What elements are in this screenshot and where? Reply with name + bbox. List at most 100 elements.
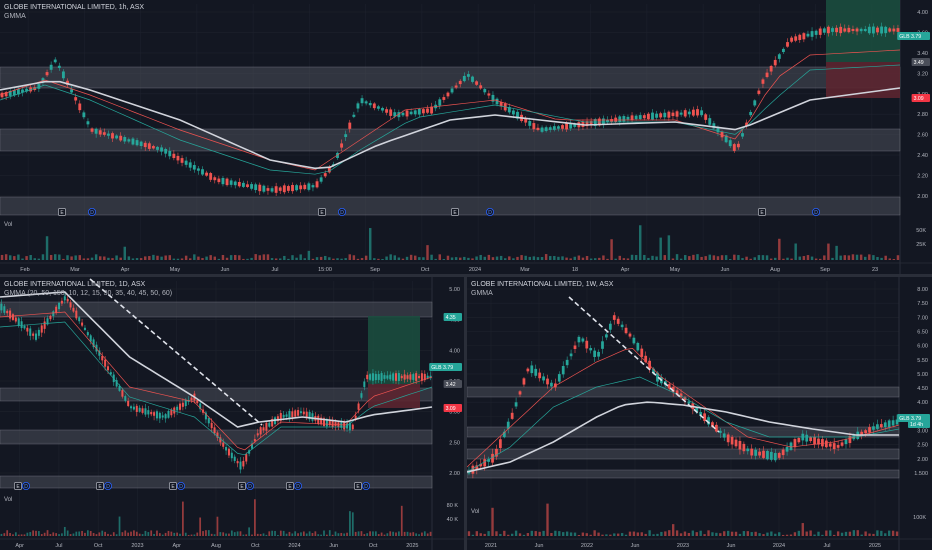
candle	[561, 125, 564, 129]
volume-label[interactable]: Vol	[4, 497, 12, 503]
volume-bar	[225, 533, 227, 536]
earnings-event-marker[interactable]	[169, 482, 177, 490]
candle	[879, 424, 883, 428]
candle	[320, 417, 323, 425]
dividend-event-marker[interactable]	[361, 481, 370, 490]
volume-label[interactable]: Vol	[471, 509, 479, 515]
time-axis-tick: Feb	[20, 267, 29, 273]
candle	[884, 26, 888, 34]
price-axis-tick: 2.50	[917, 443, 928, 449]
support-resistance-zone[interactable]	[467, 469, 900, 479]
chart-panel-weekly[interactable]: 8.007.507.006.506.005.505.004.504.003.50…	[467, 277, 932, 550]
price-badge-stop[interactable]	[443, 404, 462, 412]
volume-bar	[655, 256, 658, 260]
price-badge-ticker[interactable]	[897, 32, 930, 40]
indicator-label[interactable]: GMMA	[4, 13, 26, 20]
chart-panel-hourly[interactable]: 4.003.603.403.203.002.802.602.402.202.00…	[0, 0, 932, 274]
volume-bar	[357, 531, 360, 536]
candle	[143, 142, 147, 148]
volume-bar	[647, 257, 650, 260]
earnings-event-marker[interactable]	[238, 482, 246, 490]
support-resistance-zone[interactable]	[0, 196, 901, 216]
indicator-label[interactable]: GMMA	[471, 290, 493, 297]
indicator-label[interactable]: GMMA (20, 50, 150, 10, 12, 15, 30, 35, 4…	[4, 290, 173, 297]
candle	[679, 393, 683, 398]
candle	[675, 111, 679, 117]
candle	[753, 100, 757, 106]
volume-bar	[438, 254, 441, 260]
dashed-trendline[interactable]	[89, 278, 263, 426]
volume-bar	[852, 530, 856, 536]
dividend-event-marker[interactable]	[293, 481, 302, 490]
long-position-target-zone[interactable]	[826, 0, 900, 62]
candle	[546, 378, 549, 385]
volume-bar	[239, 531, 242, 536]
volume-bar	[156, 255, 159, 260]
price-badge-level[interactable]	[911, 58, 930, 66]
earnings-event-marker[interactable]	[451, 208, 459, 216]
dividend-event-marker[interactable]	[21, 481, 30, 490]
price-badge-ticker[interactable]	[908, 420, 930, 428]
candle	[642, 115, 646, 119]
support-resistance-zone[interactable]	[0, 429, 433, 445]
dividend-event-marker[interactable]	[812, 207, 821, 216]
pane-separator[interactable]	[0, 274, 932, 277]
volume-bar	[479, 254, 482, 260]
dividend-event-marker[interactable]	[104, 481, 113, 490]
support-resistance-zone[interactable]	[0, 387, 433, 402]
dividend-event-marker[interactable]	[245, 481, 254, 490]
time-axis-tick: Jul	[55, 543, 62, 549]
volume-bar	[98, 532, 101, 536]
earnings-event-marker[interactable]	[758, 208, 766, 216]
support-resistance-zone[interactable]	[467, 448, 900, 460]
long-position-stop-zone[interactable]	[368, 384, 420, 408]
candle	[746, 448, 750, 452]
long-position-target-zone[interactable]	[368, 316, 420, 384]
candle	[21, 89, 24, 93]
price-badge-stop[interactable]	[911, 94, 930, 102]
volume-bar	[230, 530, 233, 536]
support-resistance-zone[interactable]	[467, 426, 900, 438]
volume-bar	[4, 254, 8, 260]
volume-bar	[429, 531, 432, 536]
volume-bar	[352, 255, 356, 260]
dividend-event-marker[interactable]	[337, 207, 346, 216]
long-position-stop-zone[interactable]	[826, 62, 900, 98]
volume-bar	[414, 255, 417, 260]
earnings-event-marker[interactable]	[286, 482, 294, 490]
volume-bar	[868, 533, 871, 536]
earnings-event-marker[interactable]	[58, 208, 66, 216]
volume-bar	[785, 534, 789, 536]
support-resistance-zone[interactable]	[0, 66, 901, 89]
candle	[327, 167, 331, 173]
earnings-event-marker[interactable]	[96, 482, 104, 490]
hourly-chart-canvas[interactable]: 4.003.603.403.203.002.802.602.402.202.00…	[0, 0, 932, 274]
volume-bar	[778, 532, 781, 536]
support-resistance-zone[interactable]	[0, 301, 433, 318]
dividend-event-marker[interactable]	[176, 481, 185, 490]
volume-bar	[349, 511, 351, 536]
price-badge-target[interactable]	[443, 313, 462, 321]
candle	[168, 150, 172, 157]
volume-bar	[246, 258, 249, 260]
volume-bar	[209, 255, 212, 260]
support-resistance-zone[interactable]	[0, 128, 901, 152]
pane-separator[interactable]	[464, 277, 467, 550]
dashed-trendline[interactable]	[568, 296, 720, 433]
earnings-event-marker[interactable]	[14, 482, 22, 490]
price-badge-level[interactable]	[443, 380, 462, 388]
price-badge-ticker[interactable]	[429, 363, 462, 371]
weekly-chart-canvas[interactable]: 8.007.507.006.506.005.505.004.504.003.50…	[467, 277, 932, 550]
volume-bar	[774, 257, 777, 260]
dividend-event-marker[interactable]	[485, 207, 494, 216]
candle	[757, 90, 761, 94]
volume-bar	[392, 531, 394, 536]
earnings-event-marker[interactable]	[318, 208, 326, 216]
dividend-event-marker[interactable]	[88, 207, 97, 216]
earnings-event-marker[interactable]	[354, 482, 362, 490]
volume-label[interactable]: Vol	[4, 222, 12, 228]
volume-bar	[821, 534, 824, 536]
candle	[207, 418, 210, 424]
